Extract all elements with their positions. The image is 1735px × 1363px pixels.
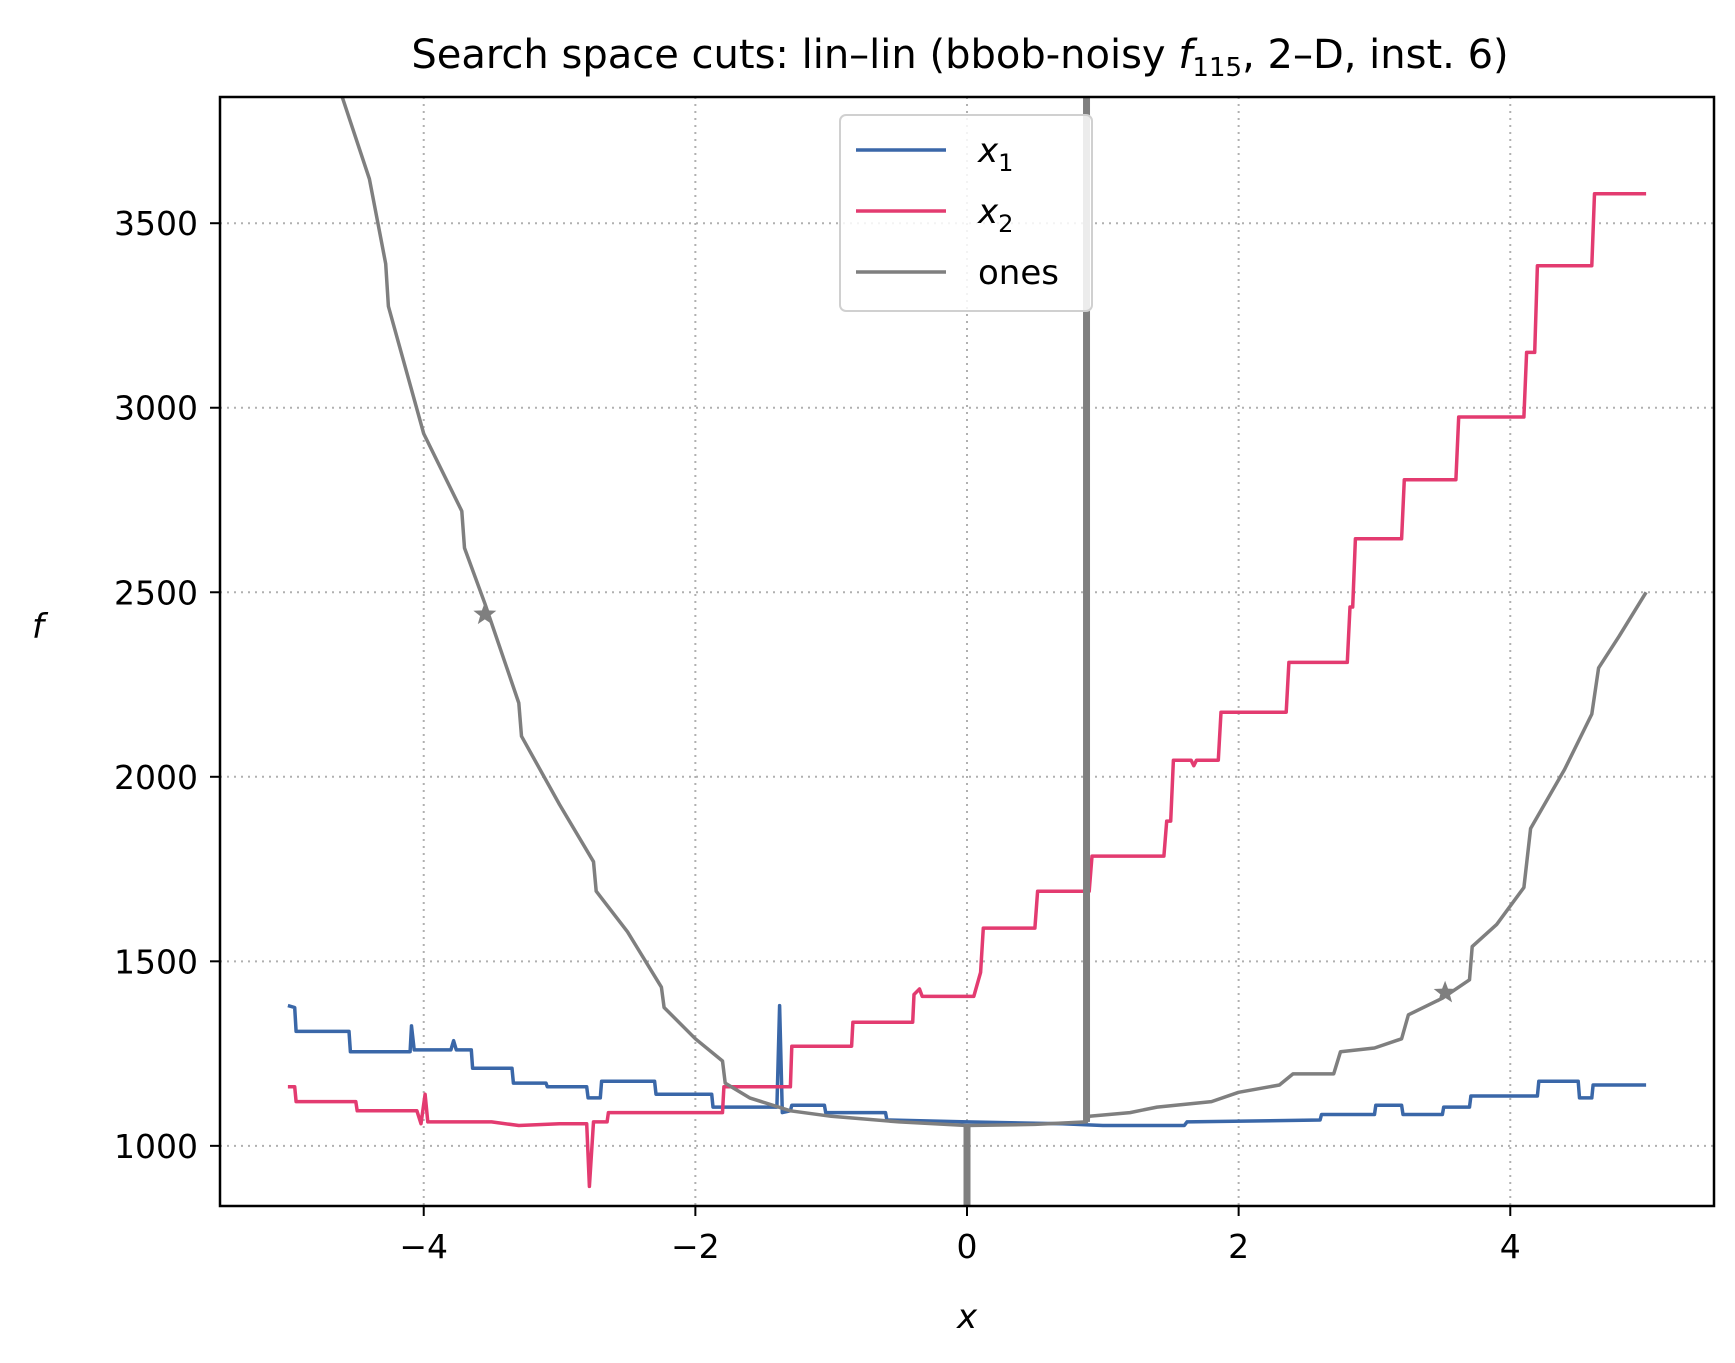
y-tick-label: 1000 [114,1127,198,1166]
x-tick-label: 4 [1500,1227,1521,1266]
x-tick-label: −2 [671,1227,720,1266]
y-tick-label: 2500 [114,573,198,612]
x-tick-label: 0 [957,1227,978,1266]
series-line-x2 [287,191,1647,1189]
y-tick-label: 2000 [114,758,198,797]
y-ticks: 1000 1500 2000 2500 3000 3500 [114,204,220,1166]
series-markers [473,602,1457,1003]
star-marker [1433,980,1457,1003]
chart-title: Search space cuts: lin–lin (bbob-noisy f… [411,32,1508,83]
x-tick-label: 2 [1228,1227,1249,1266]
legend-label-x2: x2 [977,192,1013,238]
gridlines [220,97,1714,1206]
star-marker [473,602,497,625]
y-axis-label: f [32,607,49,647]
x-axis-label: x [956,1297,978,1337]
x-tick-label: −4 [399,1227,448,1266]
plot-frame [218,95,1716,1208]
y-tick-label: 3000 [114,389,198,428]
chart-title-post: , 2–D, inst. 6) [1242,32,1509,78]
legend-label-ones: ones [978,253,1059,293]
chart-title-pre: Search space cuts: lin–lin (bbob-noisy [411,32,1178,78]
series-line-ones [340,97,1648,1128]
legend: x1 x2 ones [839,114,1093,312]
x-ticks: −4 −2 0 2 4 [399,1206,1521,1266]
legend-box [839,114,1093,312]
chart-title-sub: 115 [1192,53,1242,83]
y-tick-label: 3500 [114,204,198,243]
y-tick-label: 1500 [114,942,198,981]
legend-label-x1: x1 [977,131,1013,177]
series-line-x1 [287,1003,1647,1128]
